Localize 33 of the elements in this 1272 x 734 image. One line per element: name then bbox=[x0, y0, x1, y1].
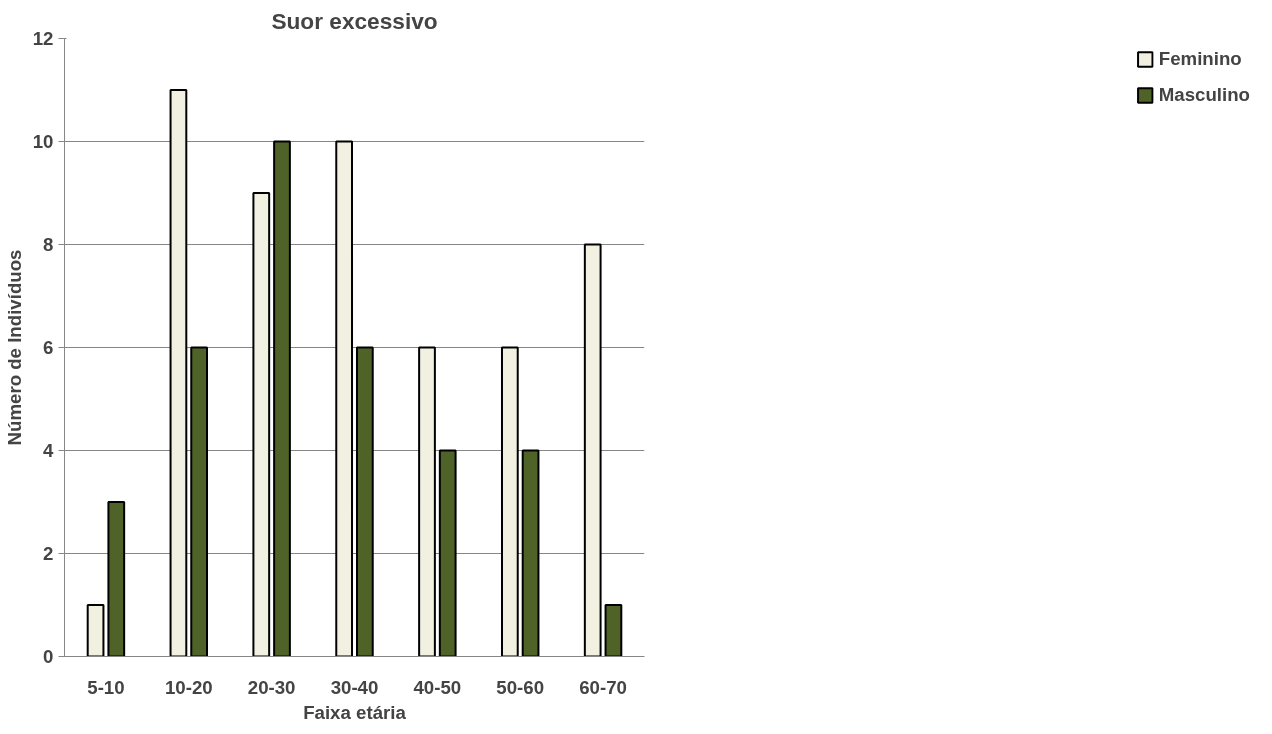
bar bbox=[500, 346, 519, 657]
bar bbox=[273, 140, 291, 657]
x-tick-label: 10-20 bbox=[164, 676, 213, 698]
bar bbox=[438, 449, 457, 657]
bar bbox=[583, 243, 602, 657]
bar bbox=[190, 346, 209, 657]
x-tick-label: 40-50 bbox=[413, 676, 462, 698]
bar bbox=[355, 346, 374, 657]
bar bbox=[107, 501, 126, 657]
y-tick-label: 8 bbox=[43, 234, 54, 255]
x-tick-label: 5-10 bbox=[87, 676, 125, 698]
legend-label: Feminino bbox=[1158, 48, 1242, 70]
bar bbox=[418, 346, 436, 657]
legend-label: Masculino bbox=[1158, 84, 1250, 106]
x-axis-title: Faixa etária bbox=[303, 701, 407, 723]
bar bbox=[169, 89, 188, 657]
x-tick-label: 60-70 bbox=[579, 676, 627, 698]
y-axis-title: Número de Indivíduos bbox=[3, 249, 25, 446]
chart-title: Suor excessivo bbox=[271, 7, 438, 34]
bar bbox=[335, 140, 354, 657]
bar bbox=[252, 192, 271, 657]
y-tick-label: 6 bbox=[43, 337, 54, 358]
x-tick-label: 30-40 bbox=[330, 676, 379, 698]
x-tick-label: 50-60 bbox=[496, 676, 545, 698]
y-tick-label: 10 bbox=[32, 131, 54, 152]
bar bbox=[604, 604, 623, 657]
bar bbox=[86, 604, 105, 657]
y-tick-label: 0 bbox=[43, 646, 54, 667]
bar bbox=[521, 449, 540, 657]
y-tick-label: 12 bbox=[32, 28, 54, 49]
x-tick-label: 20-30 bbox=[247, 676, 296, 698]
y-tick-label: 2 bbox=[43, 543, 54, 564]
y-tick-label: 4 bbox=[43, 440, 55, 461]
